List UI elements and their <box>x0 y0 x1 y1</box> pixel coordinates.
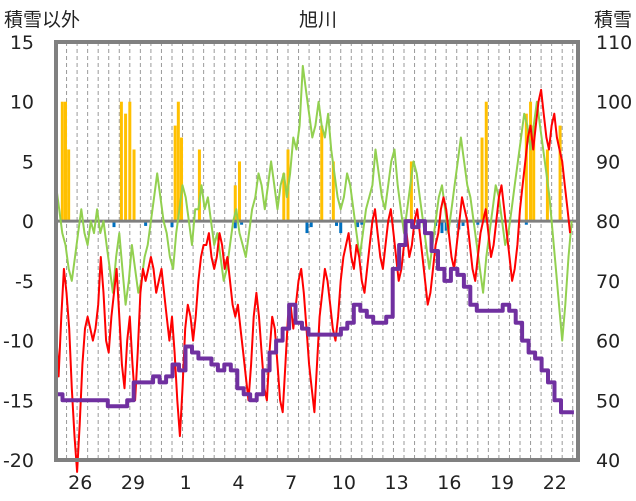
sunshine-bar <box>176 101 180 222</box>
sunshine-bar <box>173 125 177 222</box>
precip-bar <box>335 221 339 226</box>
precip-bar <box>233 221 237 229</box>
precip-bar <box>309 221 313 228</box>
precip-bar <box>112 221 116 228</box>
right-tick-label: 60 <box>596 331 620 353</box>
sunshine-bar <box>197 149 201 222</box>
left-tick-label: 15 <box>10 32 34 54</box>
sunshine-bar <box>532 125 536 222</box>
sunshine-bar <box>233 185 237 222</box>
right-tick-label: 90 <box>596 151 620 173</box>
right-tick-label: 80 <box>596 211 620 233</box>
precip-bar <box>524 221 528 225</box>
sunshine-bar <box>63 101 67 222</box>
left-tick-label: 5 <box>22 151 34 173</box>
precip-bar <box>360 221 364 225</box>
right-tick-label: 100 <box>596 92 632 114</box>
sunshine-bar <box>331 161 335 222</box>
precip-bar <box>444 221 448 231</box>
right-axis-label: 積雪 <box>594 9 632 31</box>
series-line-red <box>55 88 572 473</box>
precip-bar <box>170 221 174 228</box>
right-tick-label: 70 <box>596 271 620 293</box>
left-tick-label: 0 <box>22 211 34 233</box>
sunshine-bar <box>524 113 528 222</box>
sunshine-bar <box>124 113 128 222</box>
snow-depth-line <box>56 219 574 415</box>
right-axis-ticks: 110 100 90 80 70 60 50 40 <box>596 32 632 472</box>
precip-bar <box>240 221 244 225</box>
sunshine-bar <box>119 101 123 222</box>
right-tick-label: 110 <box>596 32 632 54</box>
precip-bar <box>305 221 309 234</box>
x-tick-label: 16 <box>437 472 461 494</box>
chart-title: 旭川 <box>299 9 337 31</box>
sunshine-bar <box>409 161 413 222</box>
sunshine-bar <box>60 101 64 222</box>
sunshine-bar <box>558 125 562 222</box>
left-tick-label: -20 <box>3 450 34 472</box>
sunshine-bar <box>320 125 324 222</box>
sunshine-bar <box>282 173 286 222</box>
x-tick-label: 1 <box>180 472 192 494</box>
x-tick-label: 29 <box>121 472 145 494</box>
sunshine-bar <box>179 137 183 222</box>
x-tick-label: 10 <box>332 472 356 494</box>
x-tick-label: 4 <box>232 472 244 494</box>
sunshine-bar <box>237 161 241 222</box>
plot-frame <box>54 40 580 462</box>
precip-bar <box>476 221 480 225</box>
sunshine-bar <box>128 101 132 222</box>
x-tick-label: 22 <box>543 472 567 494</box>
sunshine-bar <box>132 149 136 222</box>
x-axis-ticks: 26 29 1 4 7 10 13 16 19 22 <box>68 472 567 494</box>
x-tick-label: 7 <box>285 472 297 494</box>
precip-bar <box>461 221 465 226</box>
precip-bar <box>144 221 148 226</box>
precip-bar <box>440 221 444 234</box>
left-tick-label: -5 <box>15 271 34 293</box>
sunshine-bar <box>480 137 484 222</box>
right-tick-label: 50 <box>596 390 620 412</box>
right-tick-label: 40 <box>596 450 620 472</box>
left-axis-label: 積雪以外 <box>4 9 80 31</box>
precip-bar <box>356 221 360 228</box>
series-layer <box>55 64 574 473</box>
x-tick-label: 26 <box>68 472 92 494</box>
left-tick-label: -10 <box>3 331 34 353</box>
left-tick-label: -15 <box>3 390 34 412</box>
left-tick-label: 10 <box>10 92 34 114</box>
x-tick-label: 13 <box>385 472 409 494</box>
sunshine-bar <box>67 149 71 222</box>
sunshine-bar <box>484 101 488 222</box>
x-tick-label: 19 <box>490 472 514 494</box>
sunshine-bar <box>529 101 533 222</box>
left-axis-ticks: 15 10 5 0 -5 -10 -15 -20 <box>3 32 34 472</box>
precip-bar <box>339 221 343 234</box>
